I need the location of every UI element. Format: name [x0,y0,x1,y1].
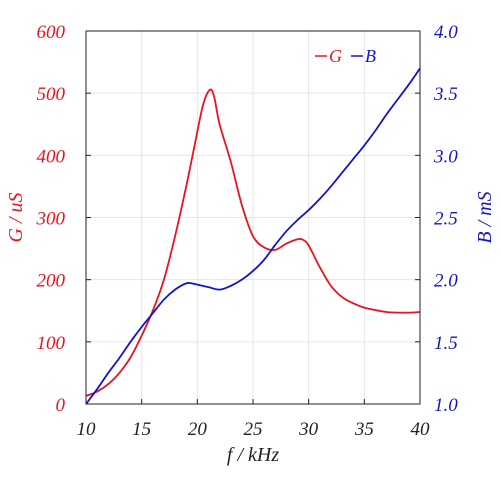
y-right-tick-label: 2.5 [434,209,458,230]
y-left-tick-label: 100 [37,333,66,354]
x-tick-label: 20 [188,419,208,440]
legend-g-label: G [329,46,342,66]
x-tick-label: 35 [354,419,374,440]
y-right-tick-label: 3.5 [433,84,458,105]
y-left-axis-title: G / uS [5,193,27,243]
x-tick-label: 30 [298,419,319,440]
y-left-tick-label: 300 [36,209,66,230]
y-right-tick-label: 1.5 [434,333,458,354]
y-left-tick-label: 0 [56,395,66,416]
x-tick-label: 25 [244,419,263,440]
y-right-tick-label: 1.0 [434,395,458,416]
y-right-axis-title: B / mS [474,191,496,243]
y-right-tick-label: 4.0 [434,22,458,43]
x-tick-label: 10 [77,419,97,440]
y-left-tick-label: 200 [37,271,66,292]
x-tick-label: 40 [411,419,431,440]
y-right-tick-label: 2.0 [434,271,458,292]
plot-series [85,67,421,405]
x-tick-label: 15 [132,419,151,440]
series-line-b [85,67,421,405]
y-left-tick-label: 400 [37,146,66,167]
x-axis-title: f / kHz [227,444,279,466]
y-left-tick-label: 500 [37,84,66,105]
y-right-tick-label: 3.0 [433,146,458,167]
y-left-tick-label: 600 [37,22,66,43]
series-line-g [85,88,421,397]
legend: G B [315,46,376,66]
legend-b-label: B [365,46,376,66]
tick-labels: 10 15 20 25 30 35 4001002003004005006001.01.52… [36,22,459,440]
